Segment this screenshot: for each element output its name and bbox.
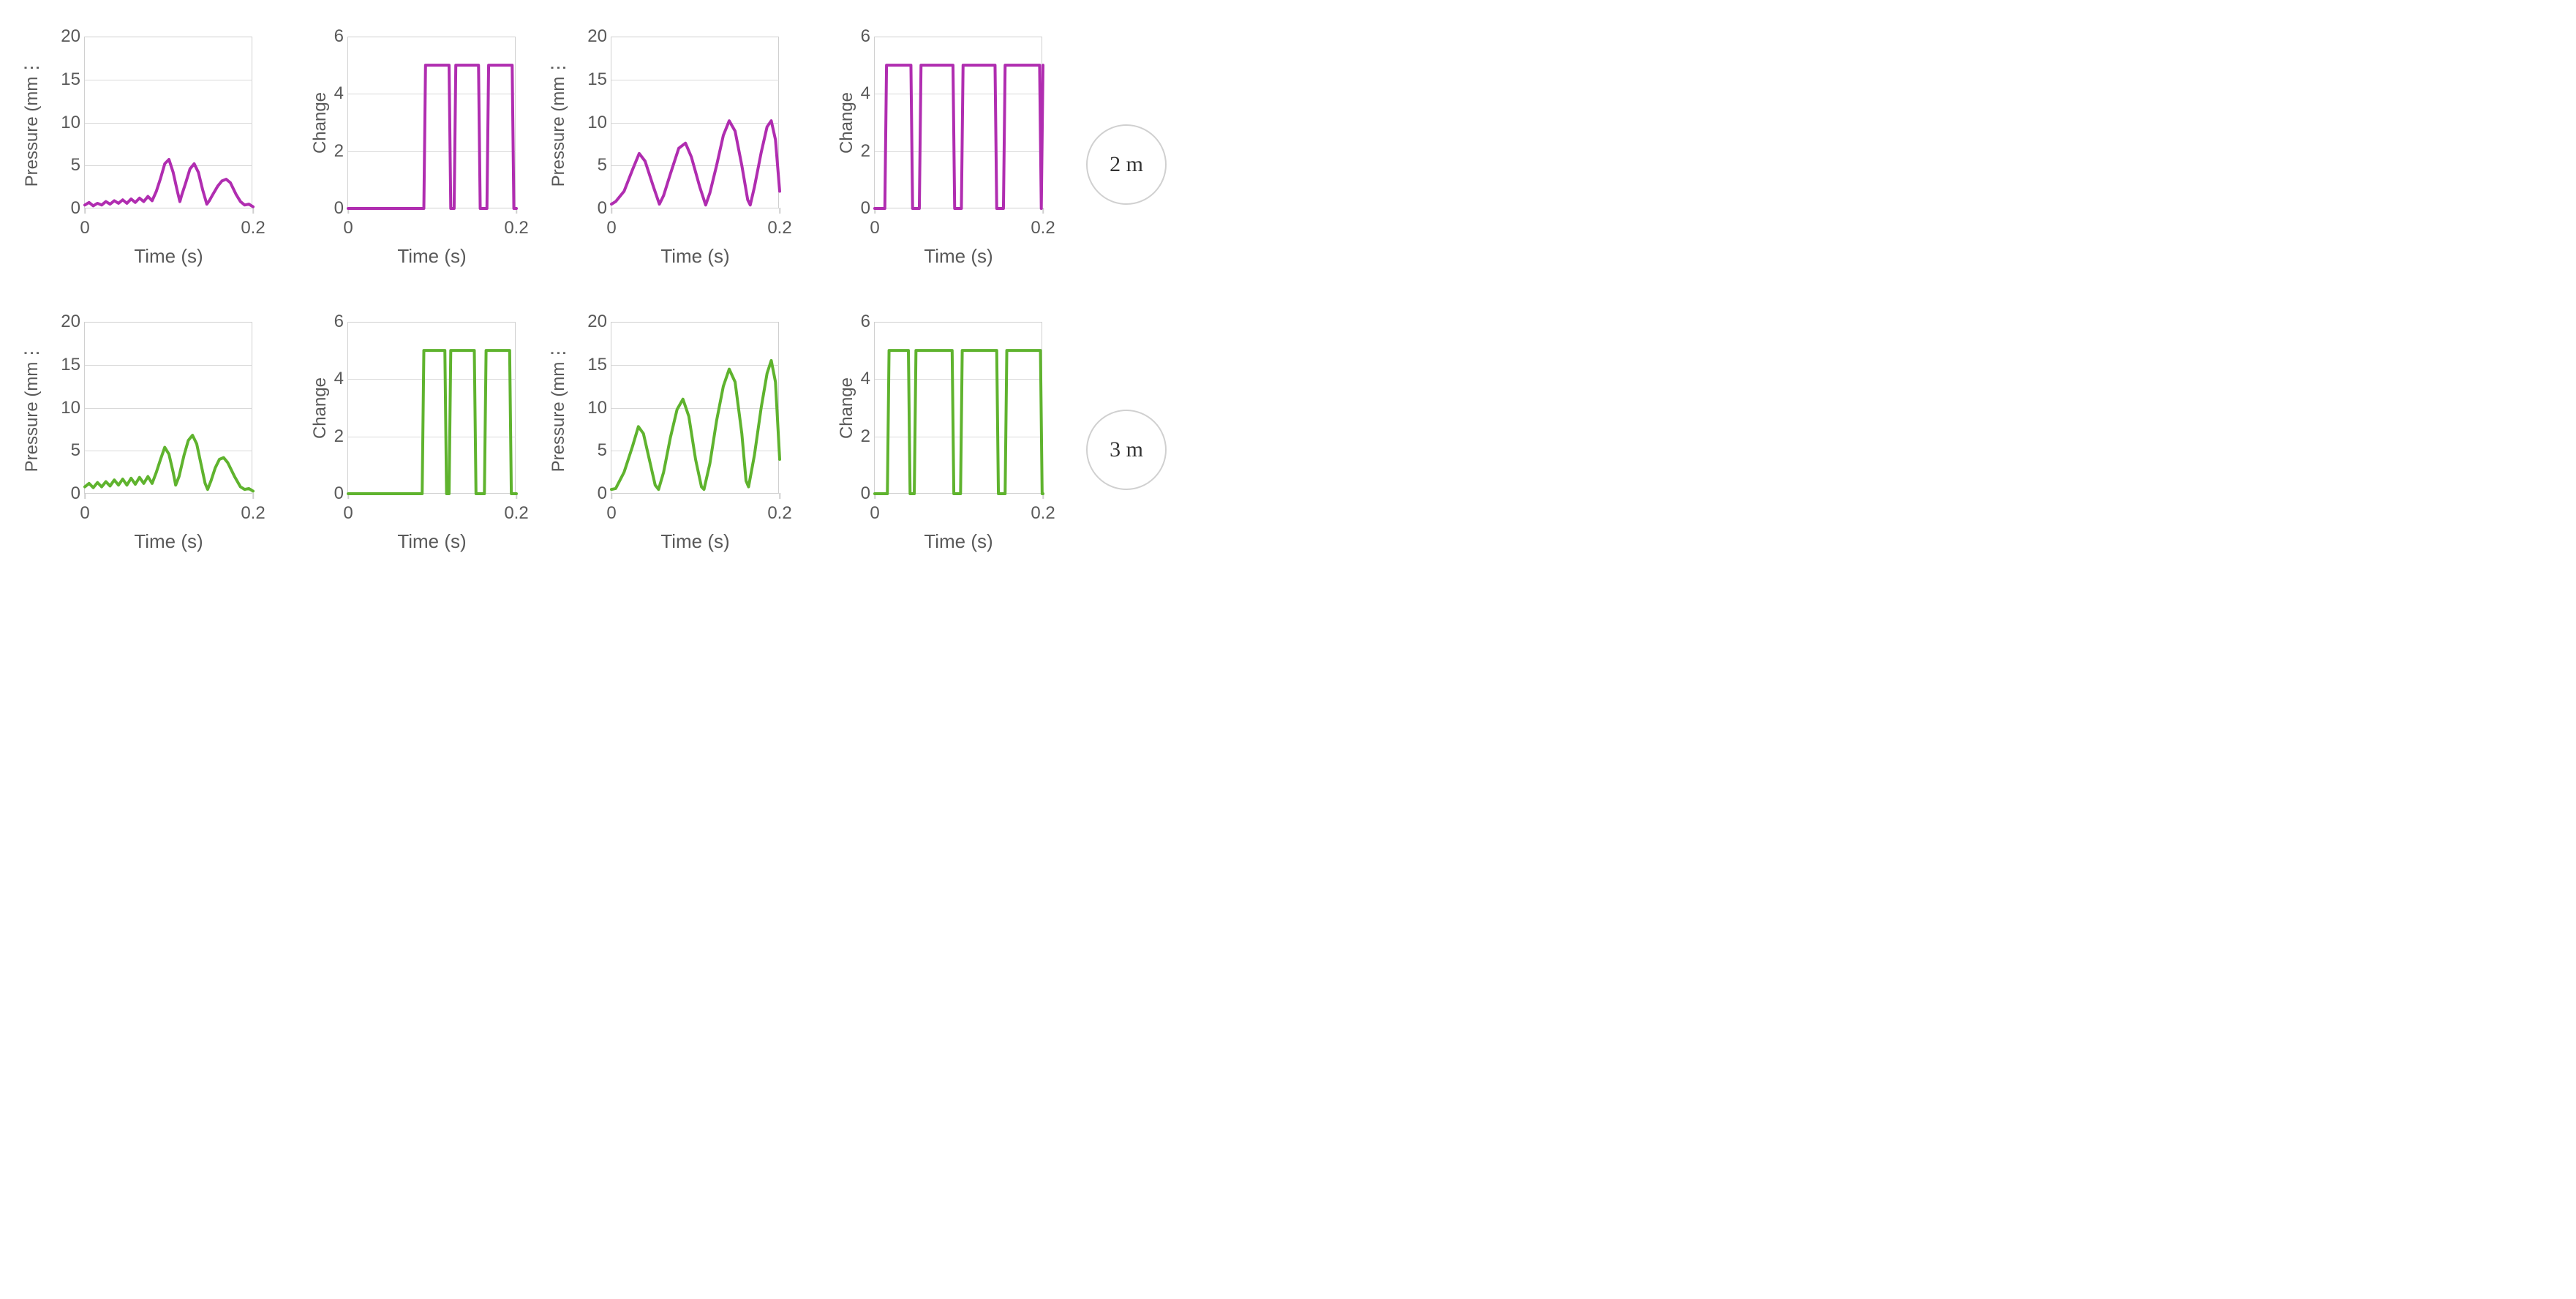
x-axis-label: Time (s) bbox=[134, 530, 203, 553]
plot-area: 0510152000.2Pressure (mm⋮Time (s) bbox=[84, 37, 252, 208]
figure-grid: 0510152000.2Pressure (mm⋮Time (s)02600.2… bbox=[22, 22, 2554, 592]
xtick-label: 0.2 bbox=[241, 493, 265, 524]
xtick-label: 0 bbox=[870, 493, 879, 524]
xtick-label: 0 bbox=[343, 493, 353, 524]
xtick-label: 0 bbox=[343, 208, 353, 238]
x-axis-label: Time (s) bbox=[397, 530, 466, 553]
panel-r1-c2: 0510152000.2Pressure (mm⋮Time (s) bbox=[549, 307, 797, 592]
row-badge: 2 m bbox=[1086, 124, 1167, 205]
y-axis-label: Change bbox=[310, 91, 331, 153]
y-axis-label: Change bbox=[310, 377, 331, 438]
panel-r0-c1: 02600.24ChangeTime (s) bbox=[285, 22, 534, 307]
panel-r0-c2: 0510152000.2Pressure (mm⋮Time (s) bbox=[549, 22, 797, 307]
ytick-label: 5 bbox=[598, 155, 611, 176]
series-line bbox=[85, 37, 253, 208]
x-axis-label: Time (s) bbox=[660, 530, 729, 553]
xtick-label: 0.2 bbox=[767, 208, 791, 238]
x-axis-label: Time (s) bbox=[660, 245, 729, 268]
ytick-label: 20 bbox=[587, 26, 611, 47]
xtick-label: 0 bbox=[606, 493, 616, 524]
ytick-label: 4 bbox=[334, 369, 348, 389]
series-line bbox=[348, 37, 516, 208]
ytick-label: 6 bbox=[334, 312, 348, 332]
plot-area: 0510152000.2Pressure (mm⋮Time (s) bbox=[611, 322, 779, 494]
plot-area: 02600.24ChangeTime (s) bbox=[347, 322, 516, 494]
row-badge-cell: 2 m bbox=[1075, 22, 1178, 307]
plot-area: 0510152000.2Pressure (mm⋮Time (s) bbox=[611, 37, 779, 208]
xtick-label: 0 bbox=[80, 493, 89, 524]
ytick-label: 6 bbox=[861, 312, 875, 332]
ytick-label: 6 bbox=[334, 26, 348, 47]
ytick-label: 4 bbox=[861, 83, 875, 104]
row-badge-cell: 3 m bbox=[1075, 307, 1178, 592]
xtick-label: 0.2 bbox=[504, 493, 528, 524]
ytick-label: 15 bbox=[587, 355, 611, 375]
panel-r1-c3: 02600.24ChangeTime (s) bbox=[812, 307, 1061, 592]
xtick-label: 0.2 bbox=[241, 208, 265, 238]
y-axis-label: Pressure (mm⋮ bbox=[21, 344, 42, 472]
ytick-label: 2 bbox=[334, 426, 348, 447]
ytick-label: 5 bbox=[71, 440, 85, 461]
ytick-label: 10 bbox=[61, 113, 85, 133]
panel-r1-c0: 0510152000.2Pressure (mm⋮Time (s) bbox=[22, 307, 271, 592]
y-axis-label: Change bbox=[837, 91, 857, 153]
row-badge: 3 m bbox=[1086, 410, 1167, 490]
row-badge-label: 3 m bbox=[1110, 437, 1143, 462]
x-axis-label: Time (s) bbox=[924, 530, 993, 553]
panel-r0-c3: 02600.24ChangeTime (s) bbox=[812, 22, 1061, 307]
xtick-label: 0 bbox=[606, 208, 616, 238]
ytick-label: 15 bbox=[61, 69, 85, 90]
xtick-label: 0.2 bbox=[504, 208, 528, 238]
y-axis-label: Pressure (mm⋮ bbox=[548, 59, 569, 187]
ytick-label: 2 bbox=[861, 426, 875, 447]
y-axis-label: Change bbox=[837, 377, 857, 438]
plot-area: 0510152000.2Pressure (mm⋮Time (s) bbox=[84, 322, 252, 494]
ytick-label: 6 bbox=[861, 26, 875, 47]
ytick-label: 5 bbox=[71, 155, 85, 176]
ytick-label: 10 bbox=[587, 398, 611, 418]
xtick-label: 0 bbox=[870, 208, 879, 238]
panel-r1-c1: 02600.24ChangeTime (s) bbox=[285, 307, 534, 592]
xtick-label: 0 bbox=[80, 208, 89, 238]
ytick-label: 4 bbox=[861, 369, 875, 389]
ytick-label: 2 bbox=[334, 141, 348, 162]
x-axis-label: Time (s) bbox=[924, 245, 993, 268]
row-badge-label: 2 m bbox=[1110, 152, 1143, 177]
ytick-label: 4 bbox=[334, 83, 348, 104]
ytick-label: 5 bbox=[598, 440, 611, 461]
xtick-label: 0.2 bbox=[767, 493, 791, 524]
series-line bbox=[85, 322, 253, 494]
y-axis-label: Pressure (mm⋮ bbox=[548, 344, 569, 472]
plot-area: 02600.24ChangeTime (s) bbox=[347, 37, 516, 208]
plot-area: 02600.24ChangeTime (s) bbox=[874, 37, 1042, 208]
ytick-label: 20 bbox=[587, 312, 611, 332]
xtick-label: 0.2 bbox=[1031, 493, 1055, 524]
plot-area: 02600.24ChangeTime (s) bbox=[874, 322, 1042, 494]
x-axis-label: Time (s) bbox=[134, 245, 203, 268]
ytick-label: 10 bbox=[587, 113, 611, 133]
y-axis-label: Pressure (mm⋮ bbox=[21, 59, 42, 187]
x-axis-label: Time (s) bbox=[397, 245, 466, 268]
ytick-label: 15 bbox=[61, 355, 85, 375]
ytick-label: 20 bbox=[61, 26, 85, 47]
series-line bbox=[611, 322, 780, 494]
ytick-label: 2 bbox=[861, 141, 875, 162]
series-line bbox=[875, 322, 1043, 494]
series-line bbox=[348, 322, 516, 494]
panel-r0-c0: 0510152000.2Pressure (mm⋮Time (s) bbox=[22, 22, 271, 307]
ytick-label: 10 bbox=[61, 398, 85, 418]
series-line bbox=[875, 37, 1043, 208]
ytick-label: 15 bbox=[587, 69, 611, 90]
series-line bbox=[611, 37, 780, 208]
ytick-label: 20 bbox=[61, 312, 85, 332]
xtick-label: 0.2 bbox=[1031, 208, 1055, 238]
